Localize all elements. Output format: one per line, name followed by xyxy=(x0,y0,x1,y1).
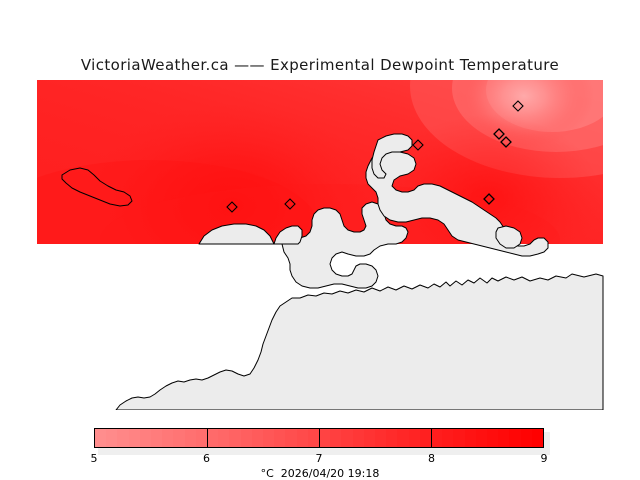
colorbar-segment xyxy=(95,429,108,447)
colorbar-segment xyxy=(139,429,152,447)
colorbar-tick-label: 7 xyxy=(315,452,323,465)
colorbar-tick-label: 8 xyxy=(428,452,435,465)
colorbar-segment xyxy=(218,429,231,447)
colorbar-segment xyxy=(453,429,466,447)
page-title: VictoriaWeather.ca —— Experimental Dewpo… xyxy=(80,56,560,74)
colorbar-tick-label: 9 xyxy=(540,452,548,465)
station-marker[interactable] xyxy=(284,198,296,210)
colorbar-segment xyxy=(330,429,343,447)
colorbar-segment xyxy=(520,429,533,447)
colorbar-tick-label: 5 xyxy=(90,452,98,465)
colorbar-segment xyxy=(363,429,376,447)
station-marker-group[interactable] xyxy=(226,100,524,213)
colorbar-segment xyxy=(285,429,298,447)
colorbar-segment xyxy=(397,429,410,447)
colorbar-segment xyxy=(151,429,164,447)
colorbar-segment xyxy=(229,429,242,447)
colorbar-segment xyxy=(442,429,455,447)
colorbar-track[interactable] xyxy=(94,428,544,448)
colorbar-tick-label: 6 xyxy=(203,452,210,465)
colorbar-segment xyxy=(184,429,197,447)
colorbar-segment xyxy=(251,429,264,447)
colorbar-segment xyxy=(375,429,388,447)
colorbar-segment xyxy=(464,429,477,447)
colorbar-segment xyxy=(319,429,332,447)
station-marker[interactable] xyxy=(483,193,495,205)
colorbar-segment xyxy=(307,429,320,447)
station-marker[interactable] xyxy=(226,201,238,213)
colorbar-segment xyxy=(509,429,522,447)
map-figure xyxy=(0,80,640,410)
colorbar-segment xyxy=(419,429,432,447)
colorbar-segment xyxy=(386,429,399,447)
land-east-island xyxy=(495,225,523,249)
land-west-bulge xyxy=(198,223,275,245)
colorbar-segment xyxy=(106,429,119,447)
colorbar-divider xyxy=(319,429,320,447)
colorbar-segment xyxy=(128,429,141,447)
colorbar-divider xyxy=(207,429,208,447)
colorbar-gradient xyxy=(95,429,543,447)
colorbar-segment xyxy=(487,429,500,447)
landmass-group xyxy=(115,133,604,410)
colorbar-segment xyxy=(431,429,444,447)
island-outline-west xyxy=(61,167,133,207)
colorbar-divider xyxy=(431,429,432,447)
map-canvas[interactable] xyxy=(0,80,640,410)
station-marker[interactable] xyxy=(512,100,524,112)
land-peninsula-central xyxy=(281,201,409,289)
colorbar-segment xyxy=(274,429,287,447)
colorbar-segment xyxy=(195,429,208,447)
colorbar-segment xyxy=(341,429,354,447)
colorbar-segment xyxy=(207,429,220,447)
colorbar-segment xyxy=(162,429,175,447)
land-strait-sliver xyxy=(371,133,413,179)
colorbar-shadow xyxy=(98,448,550,455)
colorbar-segment xyxy=(296,429,309,447)
colorbar-segment xyxy=(263,429,276,447)
colorbar-segment xyxy=(531,429,543,447)
colorbar-segment xyxy=(408,429,421,447)
station-marker[interactable] xyxy=(493,128,505,140)
colorbar-caption: °C 2026/04/20 19:18 xyxy=(260,467,380,480)
station-marker[interactable] xyxy=(412,139,424,151)
colorbar-segment xyxy=(352,429,365,447)
colorbar: 5 6 7 8 9 °C 2026/04/20 19:18 xyxy=(0,424,640,480)
colorbar-shadow-right xyxy=(544,432,550,455)
land-inlet-fill xyxy=(273,225,303,245)
land-mainland xyxy=(115,273,604,410)
colorbar-segment xyxy=(475,429,488,447)
colorbar-segment xyxy=(117,429,130,447)
colorbar-segment xyxy=(240,429,253,447)
colorbar-segment xyxy=(498,429,511,447)
station-marker[interactable] xyxy=(500,136,512,148)
colorbar-segment xyxy=(173,429,186,447)
